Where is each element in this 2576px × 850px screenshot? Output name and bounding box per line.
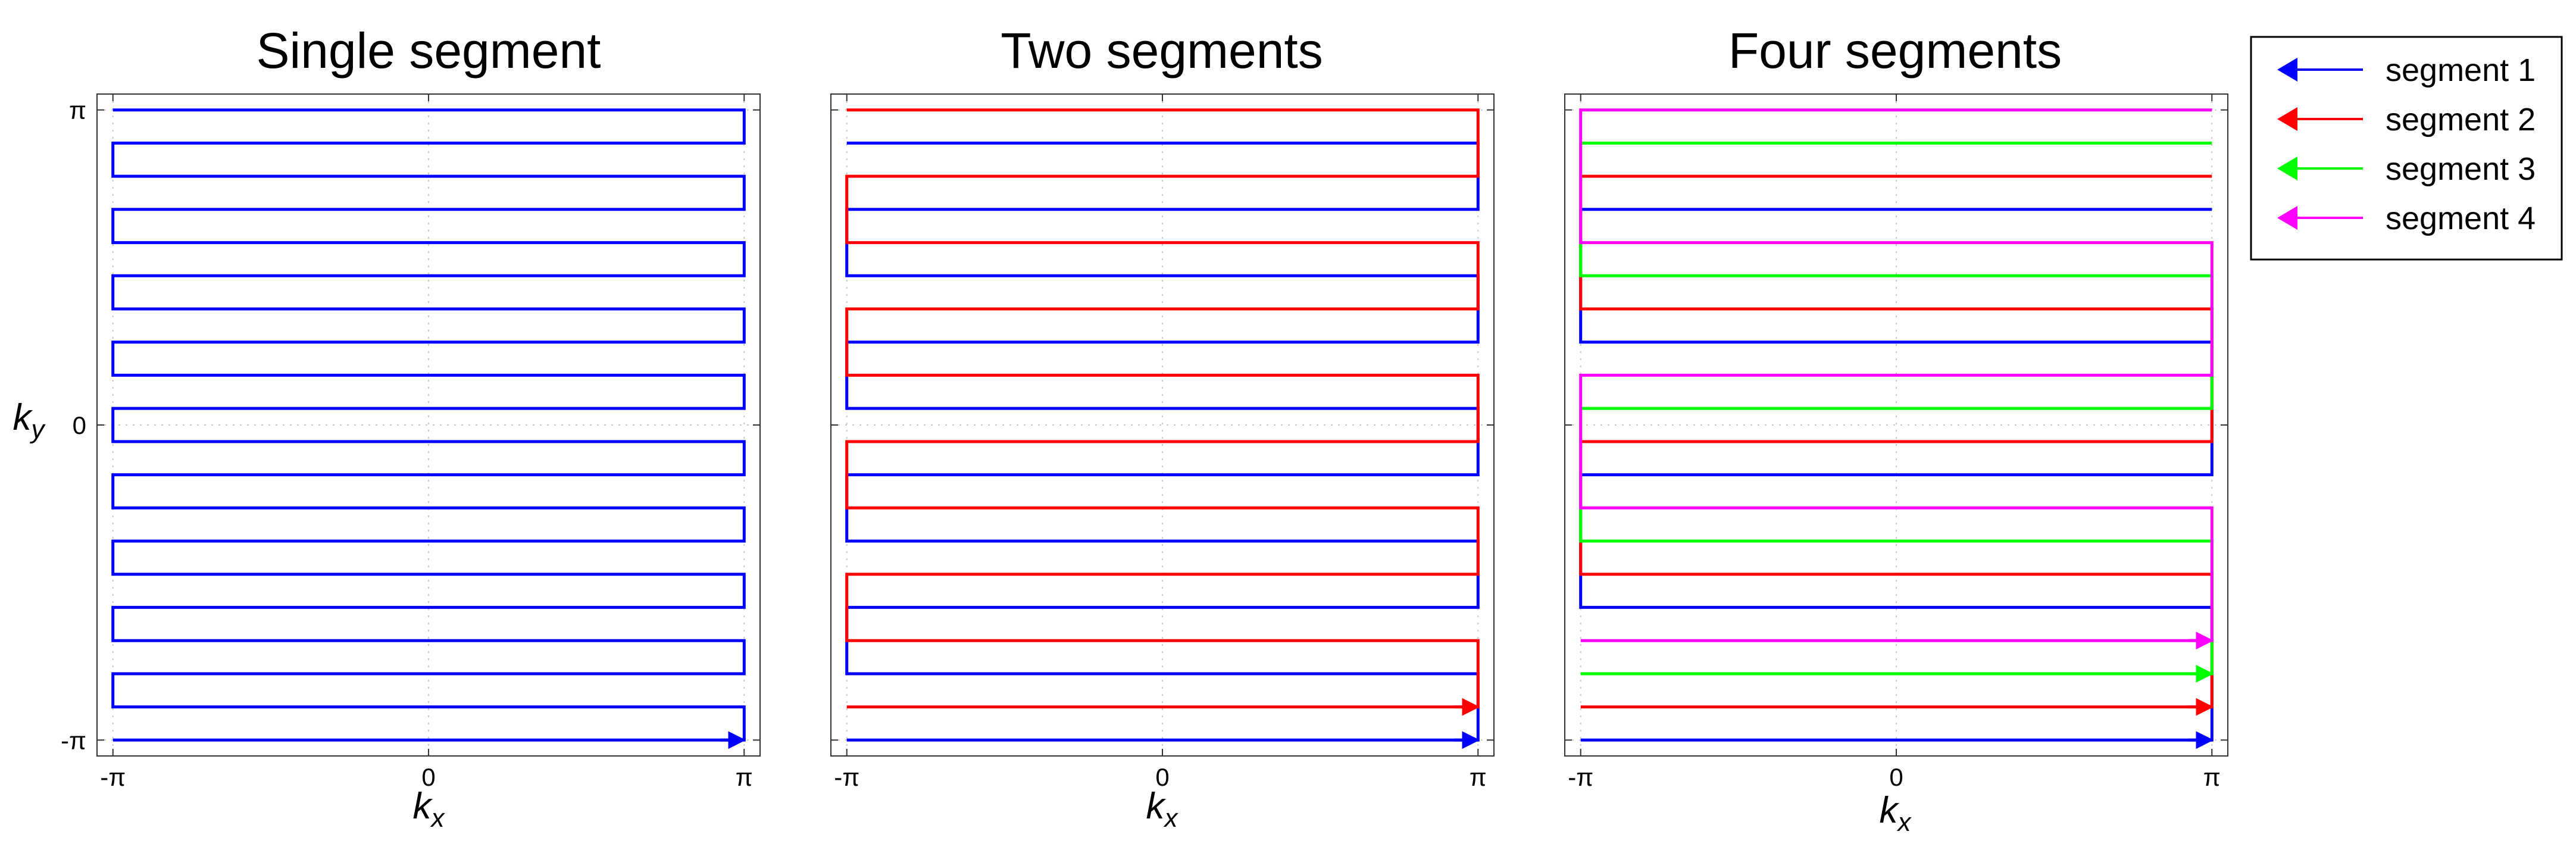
legend-arrow-icon xyxy=(2277,107,2297,131)
trajectory-segment-1 xyxy=(111,108,746,742)
axes-frame xyxy=(830,93,1495,757)
x-axis-label: kx xyxy=(1146,786,1179,833)
panel-single-segment: Single segment -π 0 π-π0π ky kx xyxy=(13,23,761,833)
legend: segment 1 segment 2 segment 3 segment 4 xyxy=(2250,36,2563,261)
legend-label: segment 3 xyxy=(2386,151,2536,187)
y-tick-label: 0 xyxy=(73,411,86,439)
legend-entry: segment 2 xyxy=(2277,102,2536,138)
x-tick-label: 0 xyxy=(1889,763,1903,791)
plot-area: -π 0 π xyxy=(1565,94,2228,791)
x-tick-label: π xyxy=(736,763,753,791)
trajectory-segment-2 xyxy=(845,108,1480,709)
x-tick-label: -π xyxy=(1568,763,1593,791)
x-axis-label-main: k xyxy=(413,786,433,827)
legend-entry: segment 1 xyxy=(2277,52,2536,88)
chart-title: Single segment xyxy=(256,23,601,79)
x-tick-label: -π xyxy=(834,763,859,791)
y-tick-label: -π xyxy=(61,726,86,754)
plot-area: -π 0 π -π 0 π xyxy=(61,94,760,791)
x-axis-label: kx xyxy=(413,786,446,833)
legend-entry: segment 4 xyxy=(2277,201,2536,236)
y-axis-label: ky xyxy=(13,397,46,444)
x-axis-label-main: k xyxy=(1146,786,1167,827)
x-axis-label-sub: x xyxy=(1897,808,1912,837)
y-axis-label-sub: y xyxy=(30,415,46,444)
y-axis-label-main: k xyxy=(13,397,33,438)
legend-box xyxy=(2250,36,2563,261)
chart-title: Two segments xyxy=(1001,23,1323,79)
legend-label: segment 1 xyxy=(2386,52,2536,88)
panel-four-segments: Four segments -π 0 π kx xyxy=(1564,23,2228,837)
x-tick-label: 0 xyxy=(1155,763,1169,791)
x-tick-label: π xyxy=(2203,763,2221,791)
legend-arrow-icon xyxy=(2277,206,2297,230)
x-axis-label-sub: x xyxy=(1164,804,1179,833)
x-tick-label: -π xyxy=(100,763,126,791)
legend-label: segment 4 xyxy=(2386,201,2536,236)
axes-frame xyxy=(96,93,761,757)
legend-entry: segment 3 xyxy=(2277,151,2536,187)
chart-title: Four segments xyxy=(1728,23,2062,79)
panel-two-segments: Two segments -π 0 π kx xyxy=(830,23,1495,833)
x-axis-label: kx xyxy=(1880,790,1912,837)
legend-label: segment 2 xyxy=(2386,102,2536,138)
x-axis-label-sub: x xyxy=(430,804,446,833)
legend-arrow-icon xyxy=(2277,157,2297,180)
legend-arrow-icon xyxy=(2277,58,2297,82)
x-tick-label: π xyxy=(1470,763,1487,791)
axes-frame xyxy=(1564,93,2228,757)
x-tick-label: 0 xyxy=(421,763,435,791)
trajectory-segment-4 xyxy=(1579,108,2214,642)
y-tick-label: π xyxy=(69,96,86,124)
plot-area: -π 0 π xyxy=(831,94,1494,791)
x-axis-label-main: k xyxy=(1880,790,1900,831)
